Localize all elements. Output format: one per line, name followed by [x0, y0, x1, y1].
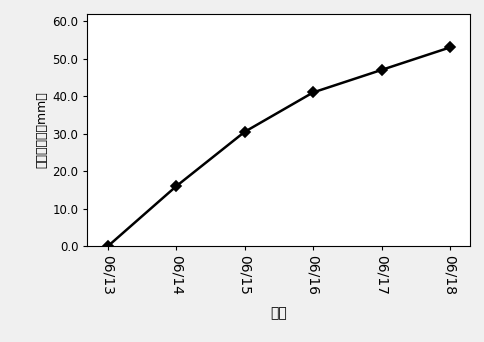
X-axis label: 日期: 日期	[270, 306, 287, 320]
Y-axis label: 累计沉降値（mm）: 累计沉降値（mm）	[35, 92, 48, 168]
